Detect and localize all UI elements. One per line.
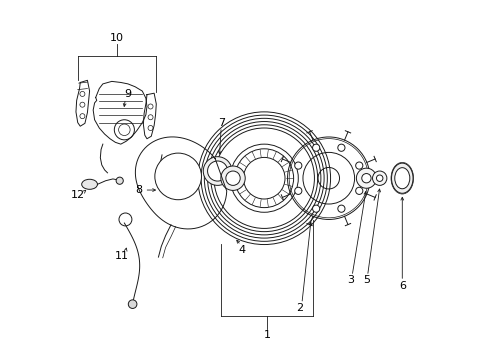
Circle shape xyxy=(372,171,386,185)
Circle shape xyxy=(116,177,123,184)
Text: 3: 3 xyxy=(347,275,354,285)
Text: 5: 5 xyxy=(362,275,369,285)
Text: 2: 2 xyxy=(296,303,303,313)
Text: 6: 6 xyxy=(398,281,405,291)
Circle shape xyxy=(337,144,344,151)
Circle shape xyxy=(376,175,382,181)
Circle shape xyxy=(355,162,362,169)
Circle shape xyxy=(221,166,244,190)
Circle shape xyxy=(155,153,201,200)
Circle shape xyxy=(128,300,137,309)
Text: 10: 10 xyxy=(110,33,123,42)
Circle shape xyxy=(294,187,301,194)
Circle shape xyxy=(355,187,362,194)
Text: 11: 11 xyxy=(114,251,128,261)
Ellipse shape xyxy=(391,163,412,193)
Circle shape xyxy=(361,174,370,183)
Circle shape xyxy=(312,205,319,212)
Text: 1: 1 xyxy=(263,330,270,340)
Ellipse shape xyxy=(81,179,97,189)
Text: 7: 7 xyxy=(218,118,225,128)
Circle shape xyxy=(356,168,376,188)
Text: 9: 9 xyxy=(124,89,131,99)
Text: 8: 8 xyxy=(135,185,142,195)
Text: 12: 12 xyxy=(71,190,84,200)
Circle shape xyxy=(294,162,301,169)
Circle shape xyxy=(203,157,231,185)
Circle shape xyxy=(337,205,344,212)
Ellipse shape xyxy=(394,168,409,189)
Circle shape xyxy=(207,161,227,181)
Circle shape xyxy=(312,144,319,151)
Text: 4: 4 xyxy=(238,244,245,255)
Circle shape xyxy=(225,171,240,185)
